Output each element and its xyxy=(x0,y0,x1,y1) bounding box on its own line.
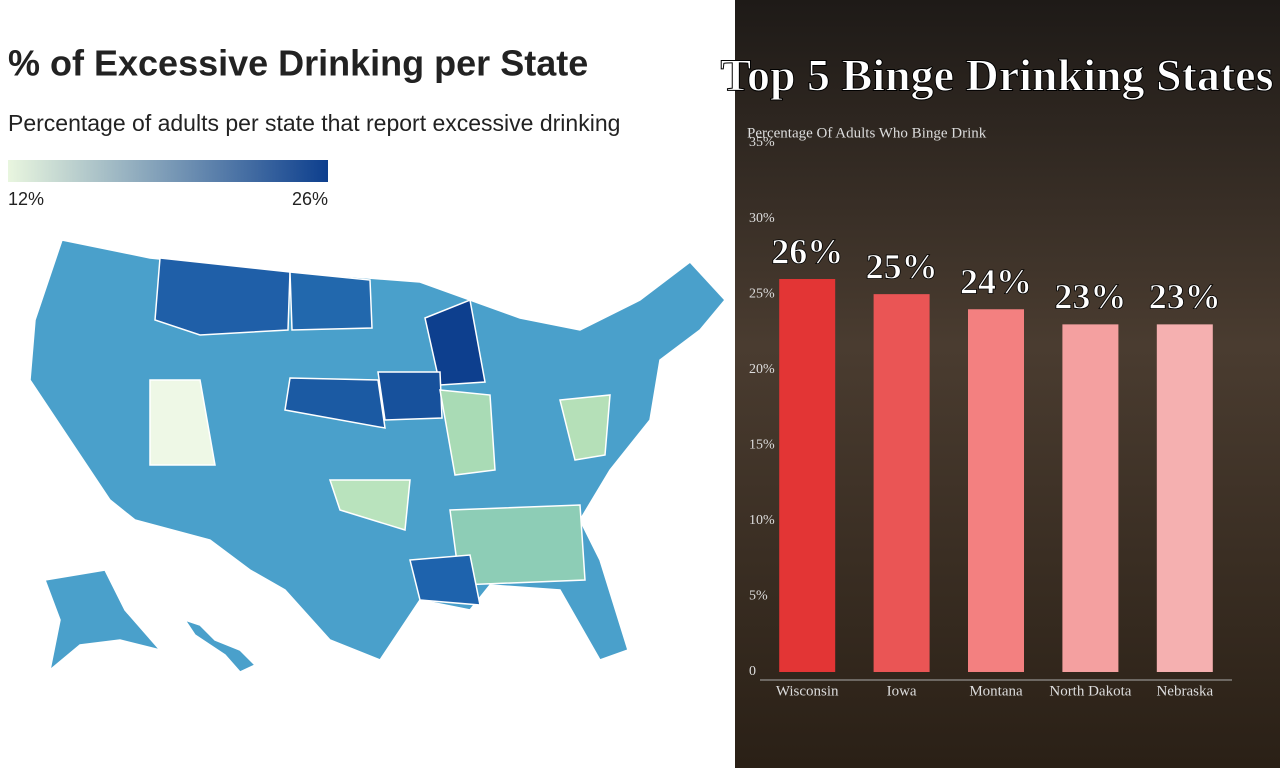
x-tick-label: Montana xyxy=(969,683,1023,699)
bar xyxy=(1156,324,1213,672)
bar xyxy=(1062,324,1119,672)
colorbar xyxy=(8,160,328,182)
bar xyxy=(968,309,1024,672)
value-label: 26% xyxy=(771,231,843,271)
x-tick-label: North Dakota xyxy=(1049,683,1131,699)
y-tick-label: 15% xyxy=(749,438,775,453)
y-tick-label: 25% xyxy=(749,286,775,301)
value-label: 23% xyxy=(1054,277,1126,317)
y-tick-label: 20% xyxy=(749,362,775,377)
us-map xyxy=(29,239,726,673)
y-tick-label: 5% xyxy=(749,589,768,604)
colorbar-label: 26% xyxy=(292,189,328,209)
value-label: 24% xyxy=(960,262,1032,302)
bar-subtitle: Percentage Of Adults Who Binge Drink xyxy=(747,125,987,141)
value-label: 25% xyxy=(866,246,938,286)
value-label: 23% xyxy=(1149,277,1221,317)
y-tick-label: 30% xyxy=(749,211,775,226)
y-tick-label: 0 xyxy=(749,664,756,679)
bar xyxy=(779,279,836,672)
y-tick-label: 35% xyxy=(749,135,775,150)
map-subtitle: Percentage of adults per state that repo… xyxy=(8,110,620,136)
map-title: % of Excessive Drinking per State xyxy=(8,43,588,84)
bar-title: Top 5 Binge Drinking States xyxy=(721,50,1274,101)
colorbar-label: 12% xyxy=(8,189,44,209)
bar xyxy=(873,294,930,672)
x-tick-label: Wisconsin xyxy=(776,683,839,699)
x-tick-label: Nebraska xyxy=(1156,683,1213,699)
y-tick-label: 10% xyxy=(749,513,775,528)
x-tick-label: Iowa xyxy=(887,683,917,699)
